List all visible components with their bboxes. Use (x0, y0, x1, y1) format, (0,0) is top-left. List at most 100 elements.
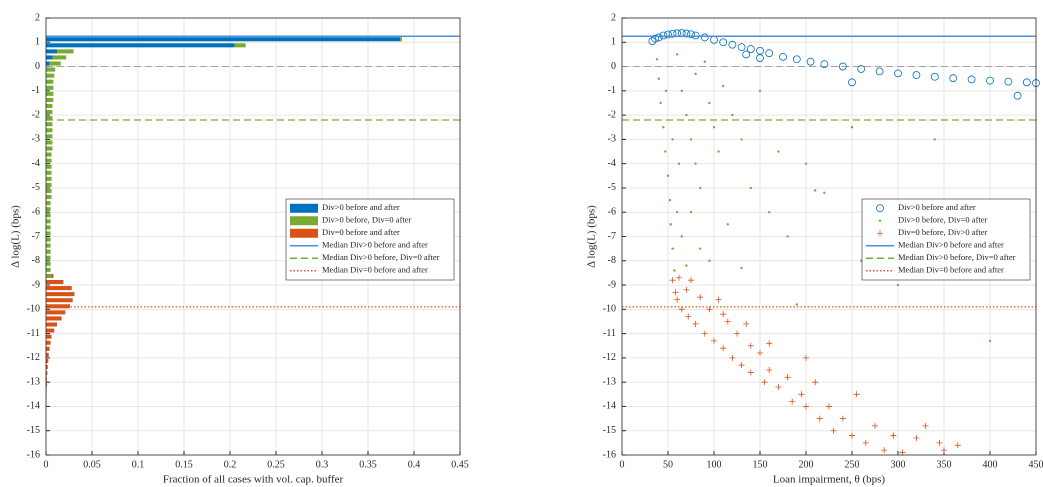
bar (46, 322, 58, 327)
y-tick-label: -5 (32, 182, 40, 193)
legend-swatch (290, 216, 318, 226)
bar (46, 182, 52, 187)
point (680, 235, 683, 238)
point (682, 29, 691, 38)
point (668, 198, 672, 202)
point (857, 65, 866, 73)
point (664, 89, 668, 93)
point (766, 367, 773, 374)
x-tick-label: 0.25 (267, 459, 285, 470)
point (708, 101, 711, 105)
point (673, 269, 676, 272)
y-tick-label: -7 (32, 231, 40, 242)
legend-label: Div>0 before, Div=0 after (898, 215, 988, 225)
point (685, 113, 688, 117)
bar (46, 261, 51, 266)
point (988, 339, 992, 343)
point (875, 67, 884, 76)
point (648, 37, 657, 45)
bar (52, 55, 67, 60)
point (812, 379, 819, 386)
point (671, 247, 674, 250)
y-tick-label: -8 (608, 255, 616, 266)
bar (46, 91, 54, 96)
point (830, 427, 837, 434)
y-tick-label: -6 (32, 207, 40, 218)
y-tick-label: -16 (27, 449, 40, 460)
y-tick-label: -10 (27, 304, 40, 315)
point (804, 162, 808, 165)
y-tick-label: -12 (603, 352, 616, 363)
legend-label: Median Div>0 before, Div=0 after (898, 252, 1016, 262)
y-tick-label: -14 (27, 401, 40, 412)
y-tick-label: -2 (608, 109, 616, 120)
bar (46, 219, 51, 224)
point (724, 318, 731, 325)
x-tick-label: 350 (937, 459, 952, 470)
bar (46, 170, 52, 175)
point (777, 150, 780, 153)
point (747, 342, 754, 349)
y-tick-label: -11 (603, 328, 616, 339)
point (779, 52, 787, 61)
point (757, 350, 763, 357)
y-tick-label: -1 (32, 85, 40, 96)
x-tick-label: 0.35 (359, 459, 377, 470)
point (967, 75, 976, 84)
bar (46, 97, 54, 102)
point (668, 29, 677, 38)
x-tick-label: 0.05 (83, 459, 101, 470)
legend: Div>0 before and after Div>0 before, Div=… (861, 198, 1031, 281)
point (838, 62, 847, 71)
point (662, 126, 665, 129)
y-tick-label: 1 (35, 37, 40, 48)
bar (46, 37, 401, 42)
x-tick-label: 150 (753, 459, 768, 470)
point (768, 211, 771, 214)
point (671, 138, 674, 141)
point (814, 189, 817, 192)
point (687, 30, 695, 39)
legend-label: Div=0 before, Div>0 after (898, 227, 988, 237)
bar (46, 328, 55, 333)
point (689, 211, 693, 214)
y-tick-label: -12 (27, 352, 40, 363)
y-tick-label: -2 (32, 109, 40, 120)
point (683, 286, 690, 293)
x-tick-label: 0.45 (451, 459, 469, 470)
point (720, 311, 727, 318)
bar (46, 267, 51, 272)
point (766, 340, 773, 347)
point (720, 345, 727, 352)
point (749, 186, 752, 190)
bar (46, 103, 53, 109)
legend: Div>0 before and after Div>0 before, Div=… (285, 198, 455, 281)
plot-frame (621, 17, 1037, 456)
point (694, 162, 697, 165)
point (728, 40, 737, 49)
point (761, 379, 768, 386)
point (756, 54, 764, 62)
point (740, 138, 743, 141)
point (685, 264, 688, 267)
chart-panel: 0 50 100 150 200 250 300 350 400 450 -16 -15 -14 -13 -… (586, 12, 1043, 485)
point (823, 191, 826, 194)
bar (46, 122, 53, 127)
legend-box (861, 198, 1031, 281)
point (697, 294, 704, 301)
y-tick-label: -11 (27, 328, 40, 339)
bar (46, 79, 54, 84)
bar (46, 249, 51, 254)
point (726, 223, 729, 226)
point (700, 33, 709, 42)
point (798, 391, 805, 398)
legend-label: Div>0 before, Div=0 after (322, 215, 412, 225)
bar (46, 67, 56, 72)
point (862, 439, 869, 446)
x-tick-label: 0 (44, 459, 49, 470)
point (711, 337, 717, 344)
point (795, 303, 798, 306)
point (676, 274, 683, 281)
bar (46, 176, 52, 181)
